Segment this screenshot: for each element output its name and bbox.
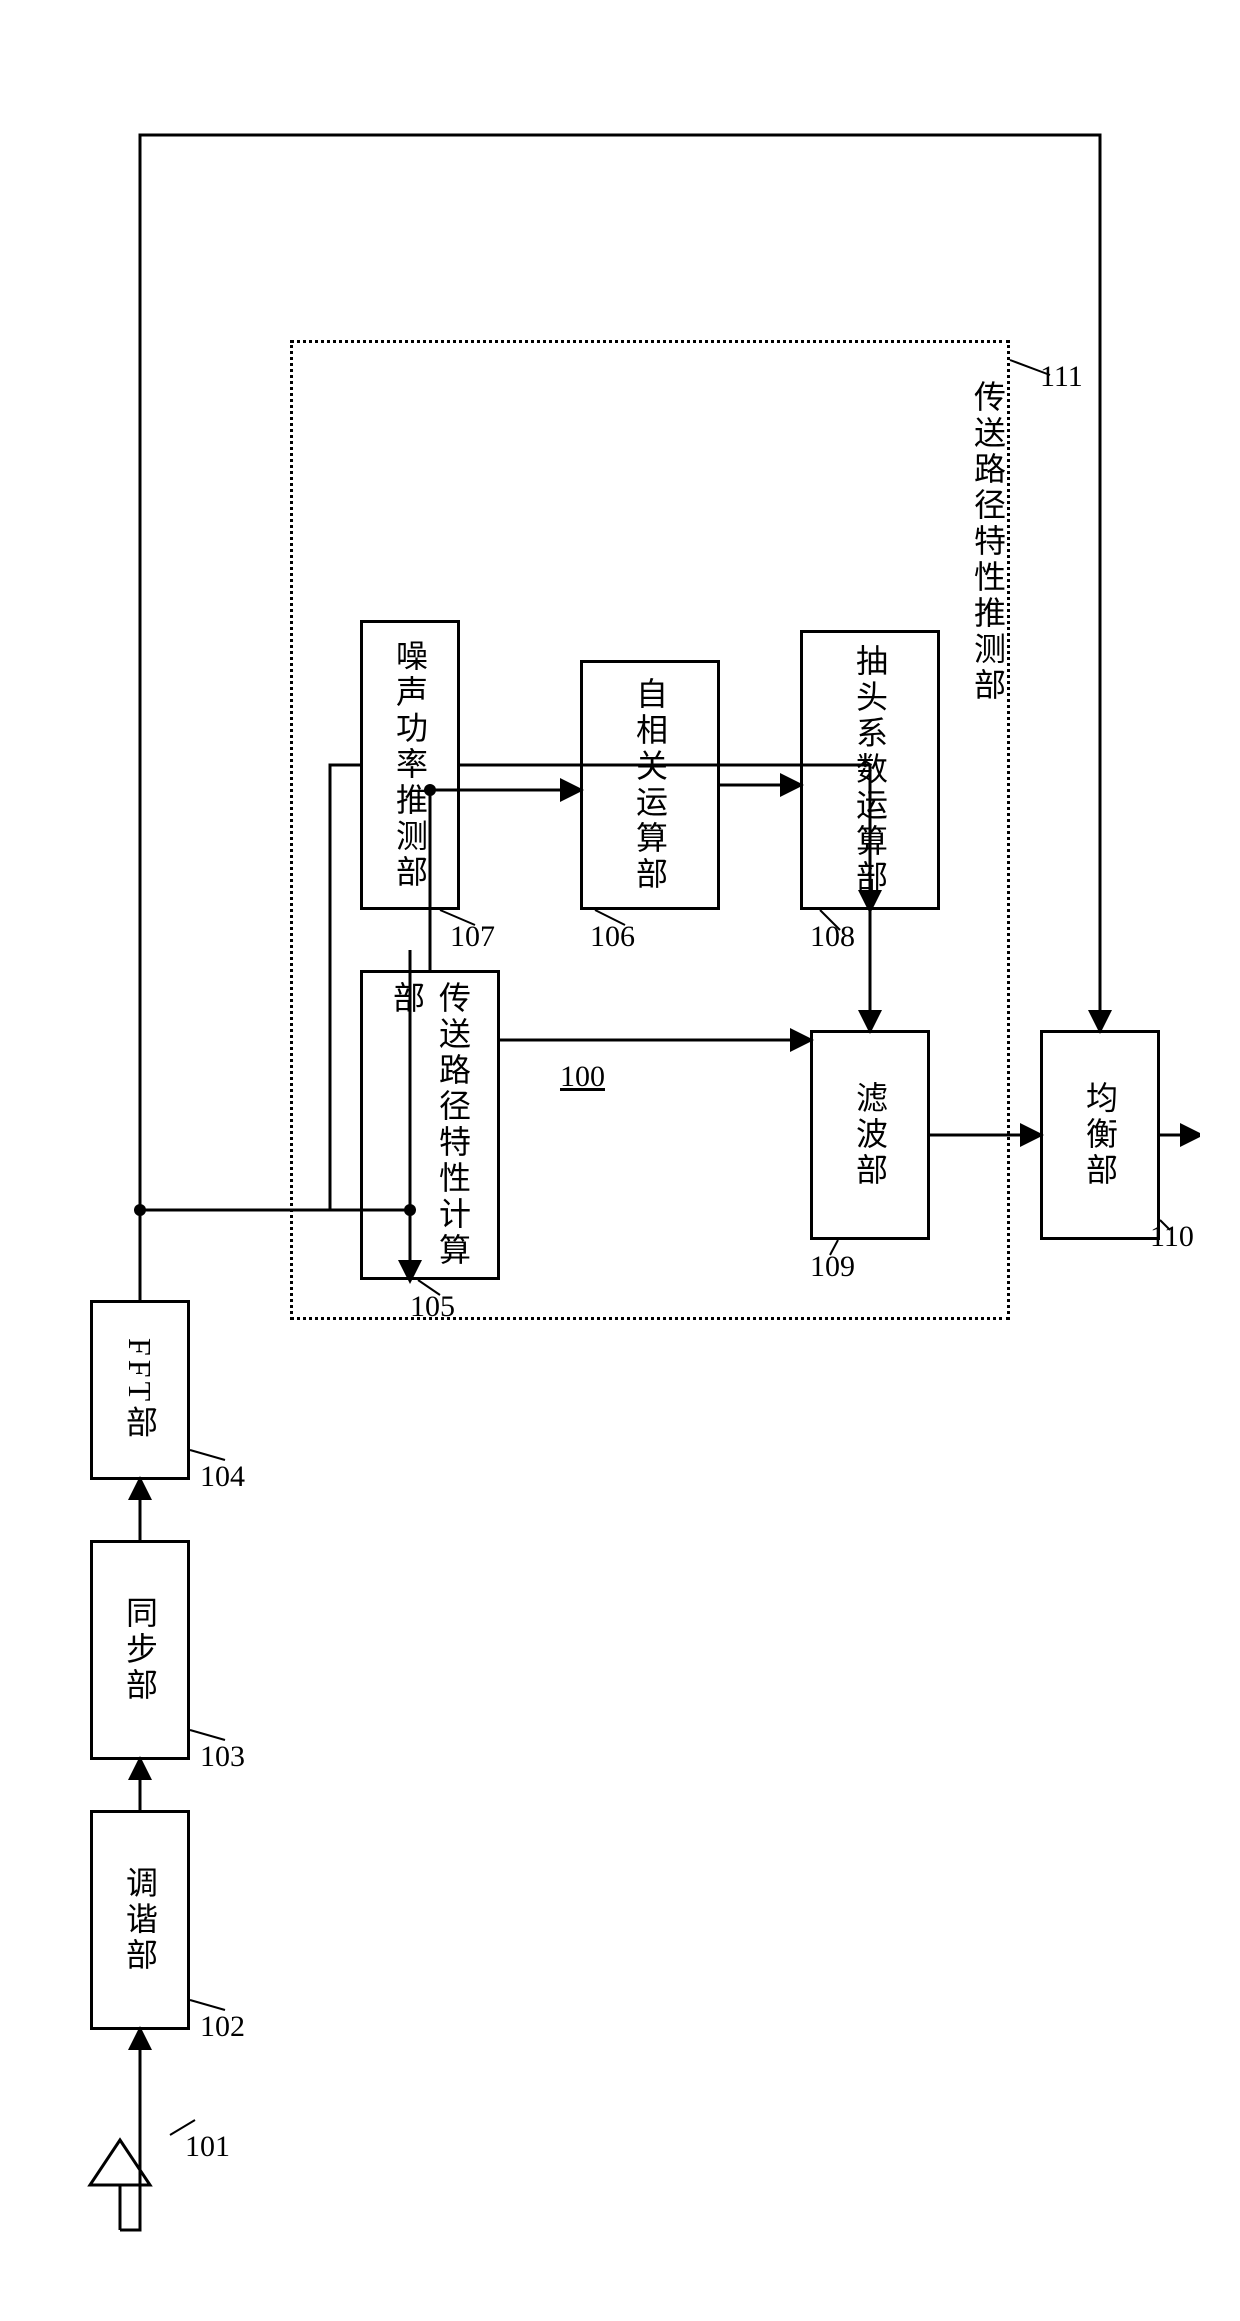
ref-108: 108	[810, 920, 855, 954]
group-label-channel-estimator: 传送路径特性推测部	[965, 380, 1011, 704]
ref-103: 103	[200, 1740, 245, 1774]
ref-105: 105	[410, 1290, 455, 1324]
block-noise: 噪声功率推测部	[360, 620, 460, 910]
ref-107: 107	[450, 920, 495, 954]
ref-109: 109	[810, 1250, 855, 1284]
block-equalizer: 均衡部	[1040, 1030, 1160, 1240]
block-calc: 传送路径特性计算部	[360, 970, 500, 1280]
ref-104: 104	[200, 1460, 245, 1494]
ref-101: 101	[185, 2130, 230, 2164]
ref-102: 102	[200, 2010, 245, 2044]
ref-110: 110	[1150, 1220, 1194, 1254]
block-autocorr: 自相关运算部	[580, 660, 720, 910]
block-filter: 滤波部	[810, 1030, 930, 1240]
block-fft: FFT部	[90, 1300, 190, 1480]
block-tap: 抽头系数运算部	[800, 630, 940, 910]
block-sync: 同步部	[90, 1540, 190, 1760]
block-tuner: 调谐部	[90, 1810, 190, 2030]
diagram-canvas: 100 传送路径特性推测部 调谐部 同步部 FFT部 传送路径特性计算部 自相关…	[40, 40, 1200, 2280]
ref-111: 111	[1040, 360, 1083, 394]
ref-106: 106	[590, 920, 635, 954]
